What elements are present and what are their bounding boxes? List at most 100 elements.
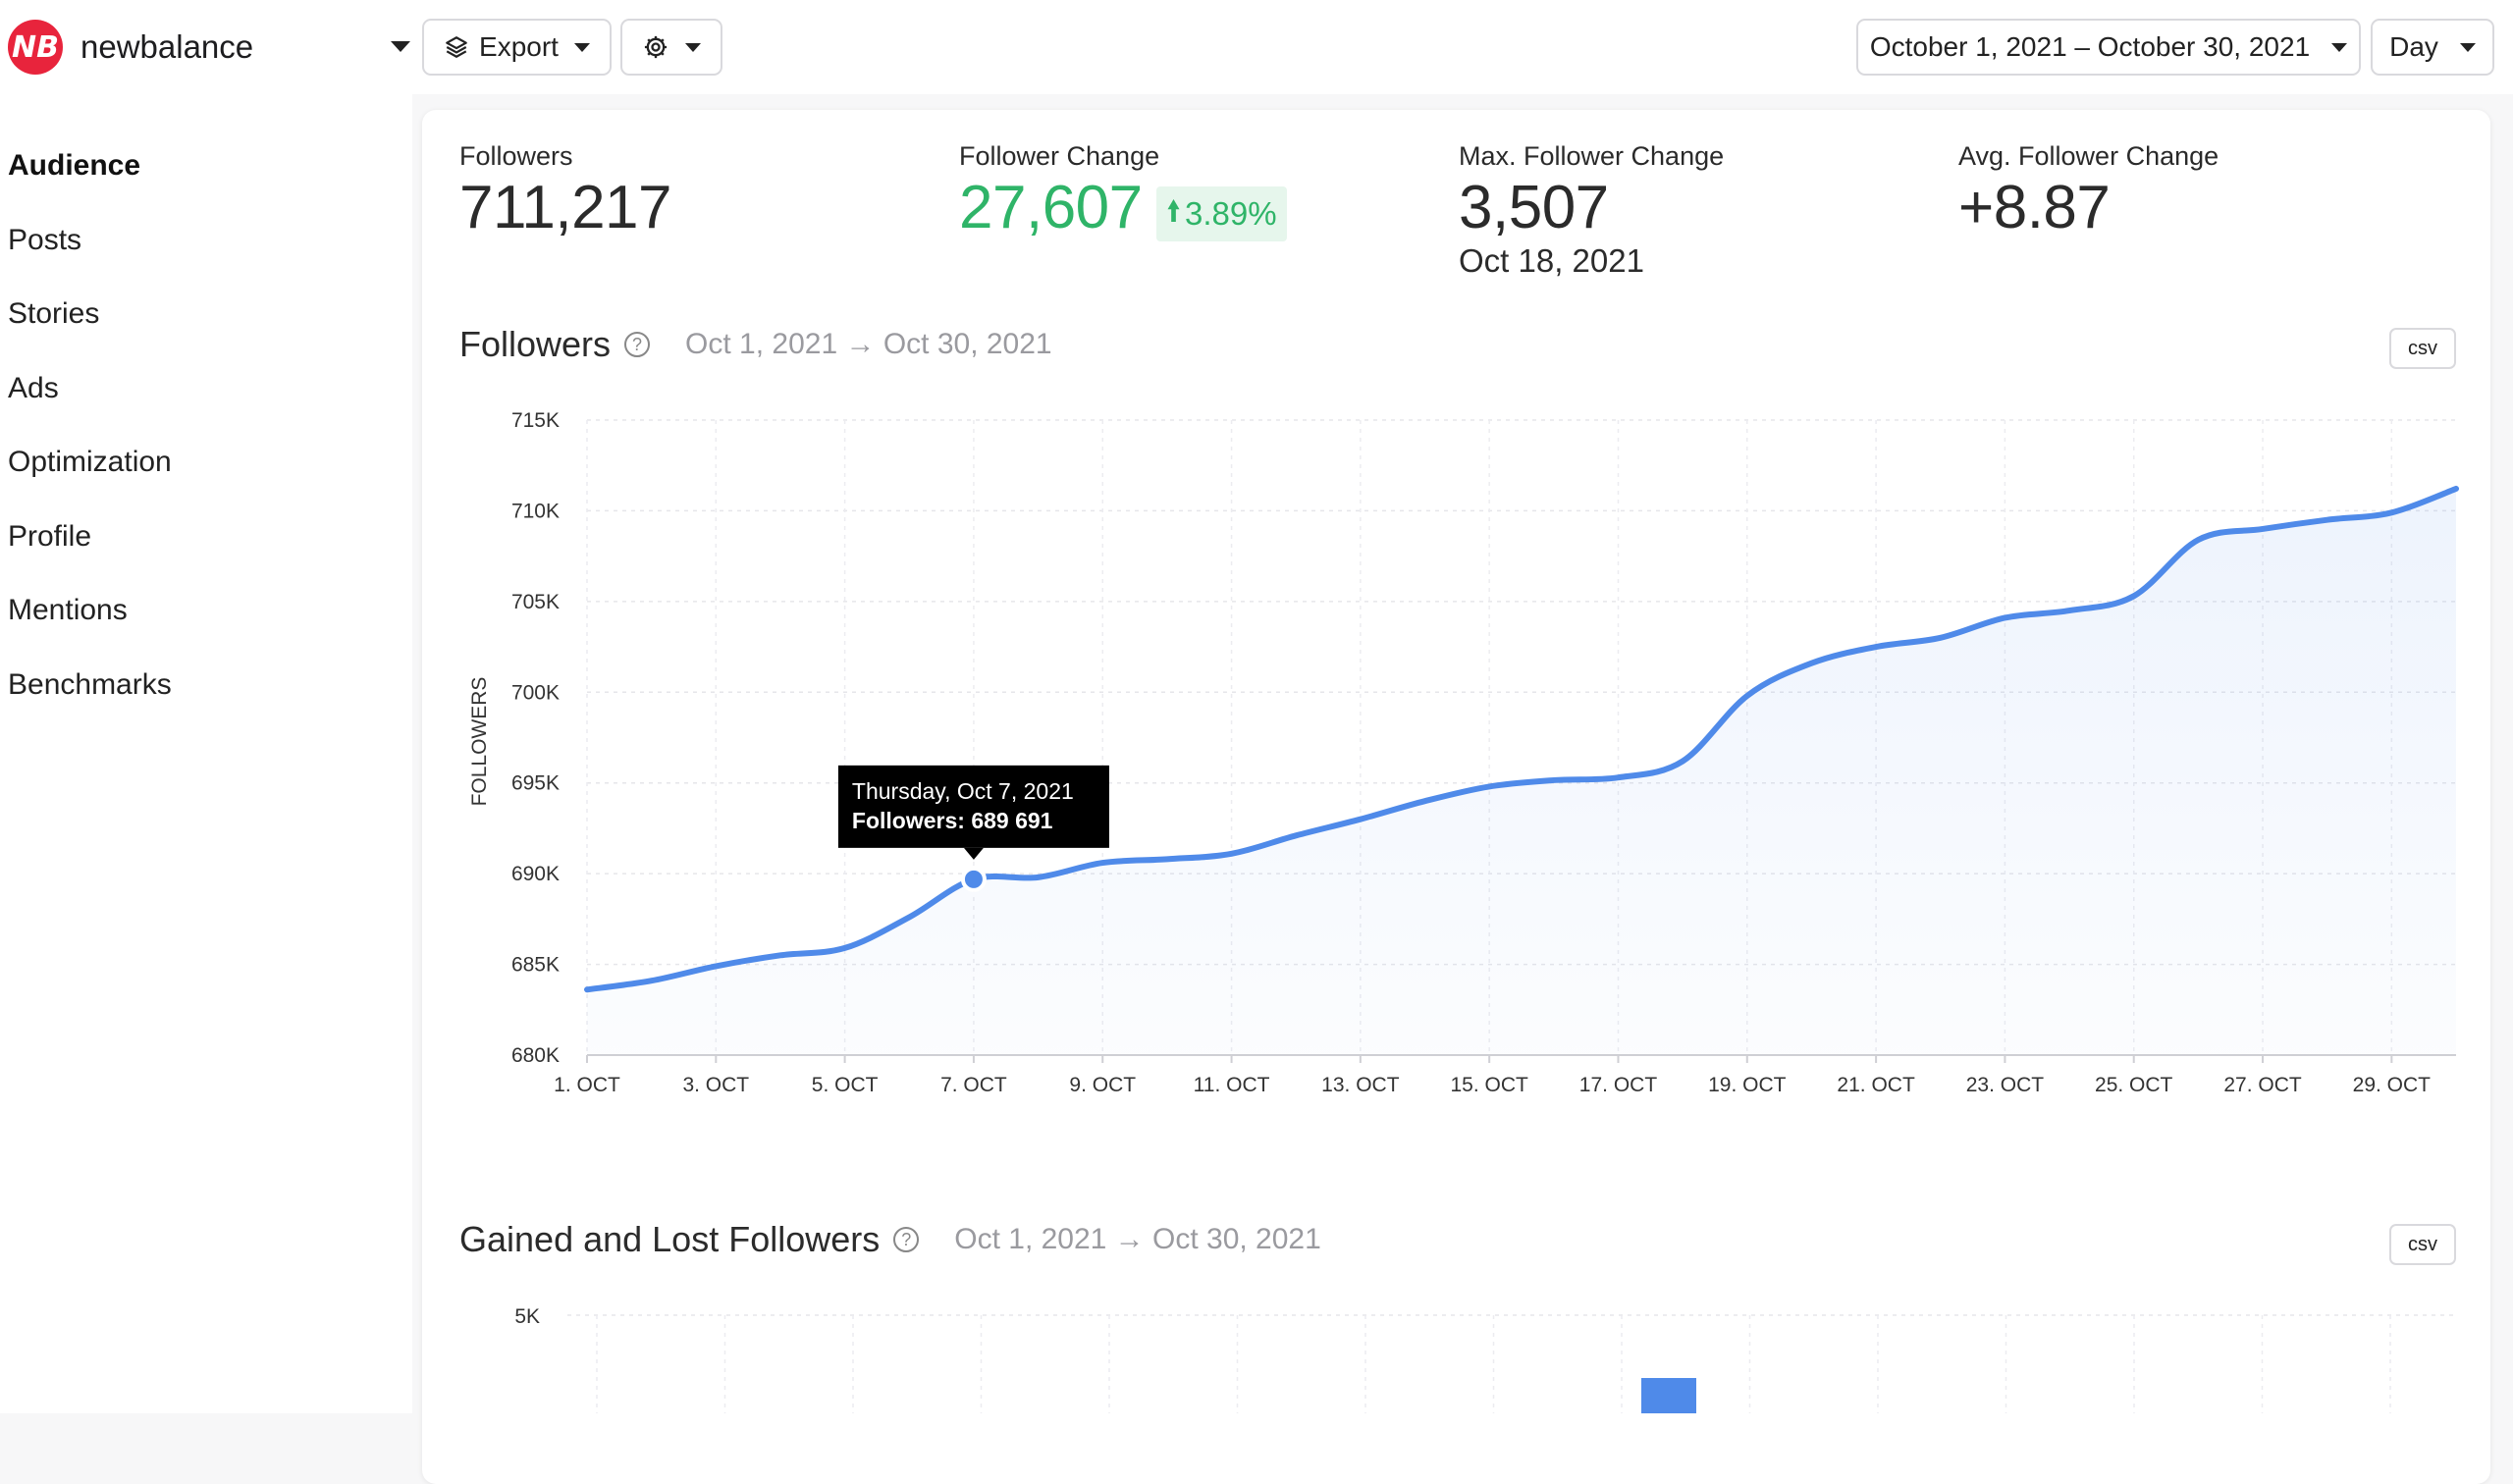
tooltip-title: Thursday, Oct 7, 2021 bbox=[852, 778, 1074, 804]
data-point bbox=[2388, 509, 2394, 515]
section-date-range: Oct 1, 2021 → Oct 30, 2021 bbox=[954, 1223, 1321, 1255]
bar bbox=[1641, 1378, 1696, 1413]
help-icon[interactable]: ? bbox=[893, 1227, 920, 1252]
followers-section-header: Followers ? Oct 1, 2021 → Oct 30, 2021 bbox=[459, 324, 1052, 365]
change-percent: 3.89% bbox=[1185, 195, 1277, 232]
data-point bbox=[1099, 860, 1105, 866]
section-title: Followers bbox=[459, 324, 612, 364]
data-point bbox=[1615, 774, 1621, 780]
chevron-down-icon[interactable] bbox=[391, 41, 410, 52]
x-tick-label: 15. OCT bbox=[1450, 1074, 1528, 1096]
data-point bbox=[1293, 832, 1299, 838]
data-point bbox=[2131, 593, 2137, 599]
sidebar-item-mentions[interactable]: Mentions bbox=[8, 594, 128, 626]
stat-date: Oct 18, 2021 bbox=[1459, 242, 1644, 279]
data-point bbox=[649, 978, 655, 983]
stat-max-change: Max. Follower Change 3,507 Oct 18, 2021 bbox=[1459, 141, 1724, 280]
data-point bbox=[2066, 608, 2072, 613]
data-point bbox=[906, 915, 912, 921]
data-point bbox=[842, 945, 848, 951]
x-tick-label: 11. OCT bbox=[1194, 1074, 1270, 1096]
change-percent-badge: 🠙 3.89% bbox=[1156, 186, 1287, 241]
y-tick-label: 715K bbox=[511, 409, 560, 432]
sidebar: Audience Posts Stories Ads Optimization … bbox=[0, 94, 412, 1413]
stat-avg-change: Avg. Follower Change +8.87 bbox=[1958, 141, 2219, 240]
y-tick-label: 680K bbox=[511, 1044, 560, 1067]
tooltip-box bbox=[837, 765, 1109, 848]
y-tick-label: 710K bbox=[511, 500, 560, 522]
granularity-select[interactable]: Day bbox=[2371, 19, 2494, 76]
stat-followers: Followers 711,217 bbox=[459, 141, 672, 241]
hover-point bbox=[960, 866, 987, 892]
y-tick-label: 705K bbox=[511, 591, 560, 613]
stat-label: Avg. Follower Change bbox=[1958, 141, 2219, 171]
data-point bbox=[584, 986, 590, 992]
data-point bbox=[1164, 856, 1170, 862]
tooltip-pointer bbox=[963, 847, 984, 860]
arrow-up-icon: 🠙 bbox=[1166, 194, 1182, 228]
data-point bbox=[1551, 777, 1557, 783]
x-tick-label: 21. OCT bbox=[1837, 1074, 1915, 1096]
date-range-label: October 1, 2021 – October 30, 2021 bbox=[1869, 31, 2311, 62]
data-point bbox=[2002, 614, 2007, 620]
y-axis-label: FOLLOWERS bbox=[468, 677, 491, 807]
x-tick-label: 9. OCT bbox=[1069, 1074, 1136, 1096]
section-date-range: Oct 1, 2021 → Oct 30, 2021 bbox=[685, 328, 1052, 360]
y-tick-label: 695K bbox=[511, 772, 560, 795]
account-switcher[interactable]: NB newbalance bbox=[8, 18, 253, 77]
y-tick-label: 5K bbox=[514, 1305, 540, 1328]
area-fill bbox=[587, 488, 2456, 1055]
x-tick-label: 25. OCT bbox=[2095, 1074, 2173, 1096]
data-point bbox=[2453, 486, 2459, 492]
data-point bbox=[713, 963, 719, 969]
section-title: Gained and Lost Followers bbox=[459, 1219, 881, 1259]
sidebar-item-ads[interactable]: Ads bbox=[8, 372, 59, 404]
chevron-down-icon bbox=[573, 42, 590, 52]
stat-value: 27,607 bbox=[959, 174, 1143, 241]
data-point bbox=[1938, 635, 1944, 641]
help-icon[interactable]: ? bbox=[624, 332, 651, 357]
sidebar-item-benchmarks[interactable]: Benchmarks bbox=[8, 668, 172, 701]
sidebar-item-optimization[interactable]: Optimization bbox=[8, 446, 172, 478]
sidebar-item-profile[interactable]: Profile bbox=[8, 520, 92, 553]
stat-label: Follower Change bbox=[959, 141, 1160, 171]
x-tick-label: 7. OCT bbox=[940, 1074, 1007, 1096]
data-point bbox=[777, 952, 783, 958]
date-range-picker[interactable]: October 1, 2021 – October 30, 2021 bbox=[1856, 19, 2361, 76]
gained-lost-chart: 5K bbox=[514, 1305, 2456, 1413]
stat-value: +8.87 bbox=[1958, 174, 2111, 241]
data-point bbox=[1486, 783, 1492, 789]
gained-lost-section-header: Gained and Lost Followers ? Oct 1, 2021 … bbox=[459, 1219, 1321, 1260]
csv-export-button[interactable]: csv bbox=[2389, 328, 2456, 369]
stat-value: 3,507 bbox=[1459, 174, 1609, 241]
layers-icon bbox=[446, 36, 467, 58]
followers-chart: 680K 685K 690K 695K 700K 705K 710K 715K 1. OCT 3.… bbox=[468, 409, 2459, 1096]
x-tick-label: 3. OCT bbox=[682, 1074, 749, 1096]
data-point bbox=[1808, 661, 1814, 666]
x-tick-label: 23. OCT bbox=[1966, 1074, 2045, 1096]
csv-export-button[interactable]: csv bbox=[2389, 1224, 2456, 1265]
data-point bbox=[1229, 851, 1235, 857]
data-point bbox=[2325, 517, 2330, 523]
data-point bbox=[1873, 644, 1879, 650]
x-tick-label: 1. OCT bbox=[554, 1074, 620, 1096]
sidebar-item-posts[interactable]: Posts bbox=[8, 224, 82, 256]
chevron-down-icon bbox=[2459, 42, 2476, 52]
data-point bbox=[1036, 874, 1042, 880]
stat-label: Max. Follower Change bbox=[1459, 141, 1725, 171]
sidebar-item-audience[interactable]: Audience bbox=[8, 149, 141, 182]
data-point bbox=[1744, 693, 1750, 699]
x-tick-label: 29. OCT bbox=[2353, 1074, 2432, 1096]
export-label: Export bbox=[479, 31, 559, 62]
granularity-label: Day bbox=[2389, 31, 2438, 62]
data-point bbox=[1680, 759, 1685, 765]
x-tick-label: 19. OCT bbox=[1708, 1074, 1787, 1096]
sidebar-item-stories[interactable]: Stories bbox=[8, 297, 100, 330]
settings-button[interactable] bbox=[620, 19, 722, 76]
stat-label: Followers bbox=[459, 141, 573, 171]
export-button[interactable]: Export bbox=[422, 19, 612, 76]
y-tick-label: 700K bbox=[511, 681, 560, 704]
top-bar: NB newbalance Export October 1, 2021 – O… bbox=[0, 0, 2513, 94]
x-tick-label: 5. OCT bbox=[812, 1074, 879, 1096]
stat-value: 711,217 bbox=[459, 174, 672, 241]
